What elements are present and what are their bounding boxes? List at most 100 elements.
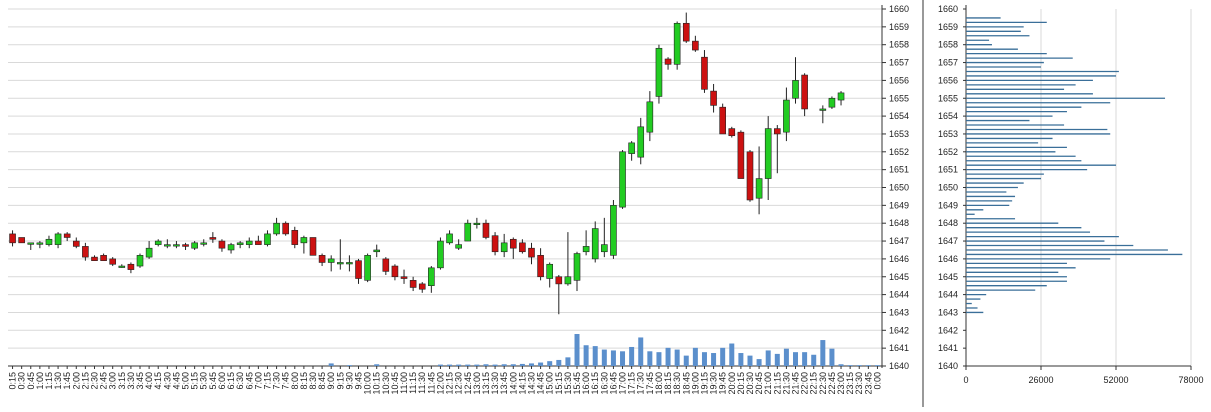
candle-body-down bbox=[692, 40, 699, 51]
y-tick-label: 1656 bbox=[889, 75, 909, 85]
volume-bar bbox=[811, 354, 817, 366]
candle-body-down bbox=[528, 247, 535, 258]
candle-body-up bbox=[455, 244, 462, 249]
x-tick-label: 5:30 bbox=[199, 372, 209, 390]
x-tick-label: 14:45 bbox=[536, 372, 546, 395]
x-tick-label: 22:00 bbox=[800, 372, 810, 395]
y-tick-label: 1647 bbox=[938, 236, 958, 246]
x-tick-label: 22:30 bbox=[818, 372, 828, 395]
y-tick-label: 1653 bbox=[938, 129, 958, 139]
x-tick-label: 15:45 bbox=[572, 372, 582, 395]
candle-body-up bbox=[245, 240, 253, 245]
candle-body-up bbox=[601, 244, 608, 253]
candle-body-up bbox=[346, 262, 353, 265]
y-tick-label: 1648 bbox=[938, 218, 958, 228]
volume-bar bbox=[765, 350, 771, 366]
candle-body-down bbox=[509, 238, 517, 249]
volume-bar bbox=[656, 352, 662, 366]
x-tick-label: 78000 bbox=[1178, 375, 1203, 385]
y-tick-label: 1659 bbox=[889, 22, 909, 32]
x-tick-label: 7:45 bbox=[281, 372, 291, 390]
y-tick-label: 1658 bbox=[889, 40, 909, 50]
candle-body-up bbox=[582, 246, 590, 253]
x-tick-label: 17:45 bbox=[645, 372, 655, 395]
volume-bar bbox=[465, 364, 471, 366]
volume-bar bbox=[756, 359, 762, 366]
candle-body-up bbox=[273, 222, 280, 235]
volume-bar bbox=[665, 347, 671, 366]
y-tick-label: 1659 bbox=[938, 22, 958, 32]
x-tick-label: 12:30 bbox=[454, 372, 464, 395]
candle-body-up bbox=[200, 242, 208, 245]
x-tick-label: 13:15 bbox=[481, 372, 491, 395]
candle-body-up bbox=[783, 99, 790, 133]
x-tick-label: 9:30 bbox=[344, 372, 354, 390]
x-tick-label: 5:15 bbox=[190, 372, 200, 390]
volume-bar bbox=[346, 365, 352, 366]
x-tick-label: 6:30 bbox=[235, 372, 245, 390]
y-tick-label: 1657 bbox=[889, 58, 909, 68]
candle-body-up bbox=[364, 255, 371, 281]
x-tick-label: 0:30 bbox=[17, 372, 27, 390]
x-tick-label: 1:00 bbox=[35, 372, 45, 390]
y-tick-label: 1643 bbox=[889, 307, 909, 317]
candle-body-up bbox=[264, 233, 271, 245]
candle-body-down bbox=[664, 58, 672, 65]
x-tick-label: 8:15 bbox=[299, 372, 309, 390]
x-tick-label: 15:00 bbox=[545, 372, 555, 395]
volume-bar bbox=[492, 364, 498, 366]
candle-body-down bbox=[418, 283, 426, 290]
x-tick-label: 8:00 bbox=[290, 372, 300, 390]
x-tick-label: 16:00 bbox=[581, 372, 591, 395]
candle-body-down bbox=[209, 237, 217, 240]
x-tick-label: 11:30 bbox=[417, 372, 427, 394]
x-tick-label: 17:30 bbox=[636, 372, 646, 395]
candle-body-down bbox=[737, 131, 745, 179]
volume-bar bbox=[774, 353, 780, 366]
candle-body-up bbox=[428, 267, 435, 286]
x-tick-label: 21:15 bbox=[772, 372, 782, 395]
x-tick-label: 11:45 bbox=[426, 372, 436, 394]
volume-bar bbox=[802, 352, 808, 366]
volume-bar bbox=[747, 355, 753, 366]
candle-body-down bbox=[109, 258, 116, 265]
x-tick-label: 6:45 bbox=[244, 372, 254, 390]
candle-body-up bbox=[792, 80, 799, 99]
candle-body-up bbox=[327, 258, 335, 263]
volume-bar bbox=[328, 363, 334, 366]
volume-bar bbox=[638, 337, 644, 366]
y-tick-label: 1658 bbox=[938, 40, 958, 50]
x-tick-label: 18:15 bbox=[663, 372, 673, 395]
volume-bar bbox=[783, 348, 789, 366]
volume-bar bbox=[874, 365, 880, 366]
candle-body-down bbox=[482, 222, 490, 238]
candle-body-up bbox=[628, 142, 635, 154]
candle-body-down bbox=[182, 244, 189, 247]
y-tick-label: 1655 bbox=[889, 93, 909, 103]
x-tick-label: 20:30 bbox=[745, 372, 755, 395]
y-tick-label: 1652 bbox=[938, 147, 958, 157]
candle-body-up bbox=[837, 92, 845, 101]
x-tick-label: 13:30 bbox=[490, 372, 500, 395]
x-tick-label: 12:15 bbox=[445, 372, 455, 395]
volume-bar bbox=[374, 364, 380, 366]
x-tick-label: 10:15 bbox=[372, 372, 382, 395]
x-tick-label: 19:30 bbox=[709, 372, 719, 395]
candle-body-up bbox=[564, 276, 572, 285]
volume-bar bbox=[738, 353, 744, 366]
y-tick-label: 1650 bbox=[889, 183, 909, 193]
volume-bar bbox=[519, 363, 525, 366]
y-tick-label: 1654 bbox=[938, 111, 958, 121]
x-tick-label: 2:30 bbox=[89, 372, 99, 390]
x-tick-label: 18:30 bbox=[672, 372, 682, 395]
x-tick-label: 0 bbox=[963, 375, 968, 385]
y-tick-label: 1640 bbox=[889, 361, 909, 371]
candle-body-up bbox=[655, 47, 663, 97]
x-tick-label: 1:15 bbox=[44, 372, 54, 390]
volume-bar bbox=[474, 364, 480, 366]
candle-body-down bbox=[801, 74, 808, 110]
candle-body-up bbox=[36, 242, 44, 245]
x-tick-label: 5:45 bbox=[208, 372, 218, 390]
